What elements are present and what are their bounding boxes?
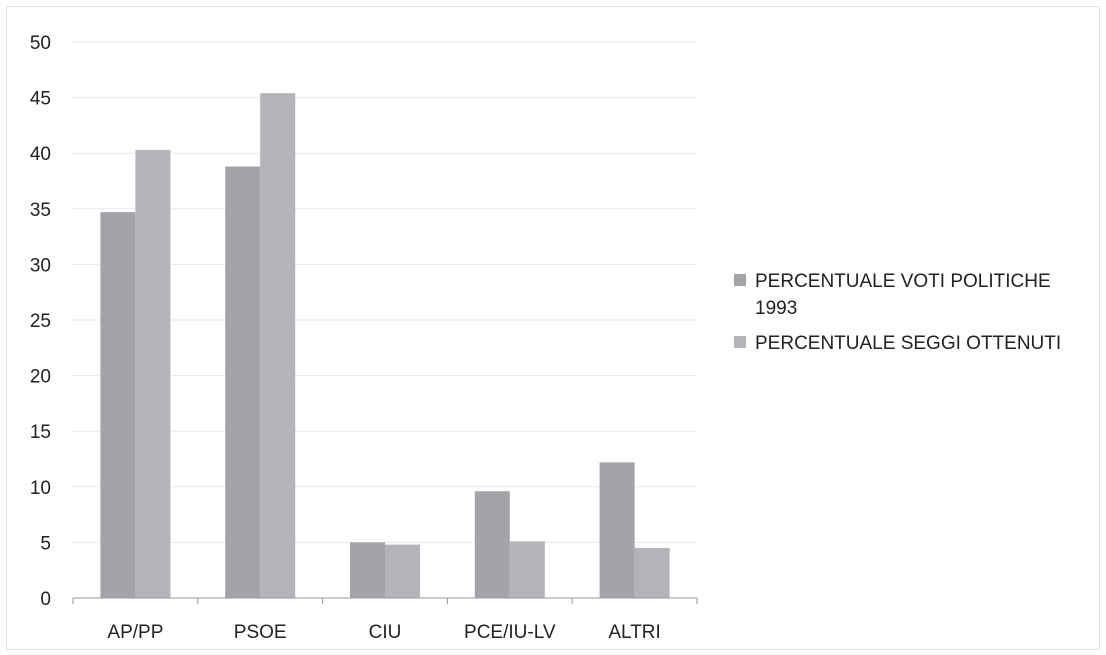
legend-swatch-voti [734, 274, 746, 286]
legend: PERCENTUALE VOTI POLITICHE 1993 PERCENTU… [734, 268, 1094, 365]
legend-swatch-seggi [734, 336, 746, 348]
x-tick-label: PCE/IU-LV [464, 622, 556, 643]
x-tick-label: AP/PP [107, 622, 163, 643]
gridlines [73, 41, 697, 543]
bar-seggi-altri [634, 547, 670, 598]
y-tick-label: 40 [30, 144, 51, 165]
legend-label-seggi: PERCENTUALE SEGGI OTTENUTI [755, 333, 1062, 354]
bar-seggi-psoe [260, 93, 296, 598]
y-tick-label: 10 [30, 478, 51, 499]
bars [100, 93, 670, 599]
y-tick-label: 0 [40, 589, 51, 610]
bar-voti-psoe [225, 166, 261, 598]
y-tick-label: 25 [30, 311, 51, 332]
y-tick-label: 5 [40, 533, 51, 554]
y-tick-label: 35 [30, 200, 51, 221]
bar-seggi-ciu [385, 544, 420, 598]
bar-voti-pce-iu-lv [474, 491, 510, 598]
legend-item-voti: PERCENTUALE VOTI POLITICHE 1993 [734, 268, 1094, 322]
bar-voti-ap-pp [100, 212, 136, 599]
x-tick-label: PSOE [234, 622, 287, 643]
y-tick-label: 20 [30, 367, 51, 388]
x-tick-label: CIU [369, 622, 402, 643]
legend-label-voti: PERCENTUALE VOTI POLITICHE 1993 [755, 271, 1051, 319]
y-tick-label: 50 [30, 33, 51, 54]
x-tick-label: ALTRI [608, 622, 660, 643]
y-tick-label: 15 [30, 422, 51, 443]
bar-seggi-pce-iu-lv [509, 541, 545, 598]
x-axis [72, 597, 698, 604]
legend-item-seggi: PERCENTUALE SEGGI OTTENUTI [734, 330, 1094, 357]
x-axis-tick-labels: AP/PP PSOE CIU PCE/IU-LV ALTRI [107, 622, 660, 643]
y-tick-label: 45 [30, 89, 51, 110]
bar-voti-altri [599, 462, 635, 598]
bar-voti-ciu [350, 542, 385, 598]
y-tick-label: 30 [30, 255, 51, 276]
y-axis-tick-labels: 0 5 10 15 20 25 30 35 40 45 50 [30, 33, 51, 610]
bar-seggi-ap-pp [135, 149, 171, 598]
